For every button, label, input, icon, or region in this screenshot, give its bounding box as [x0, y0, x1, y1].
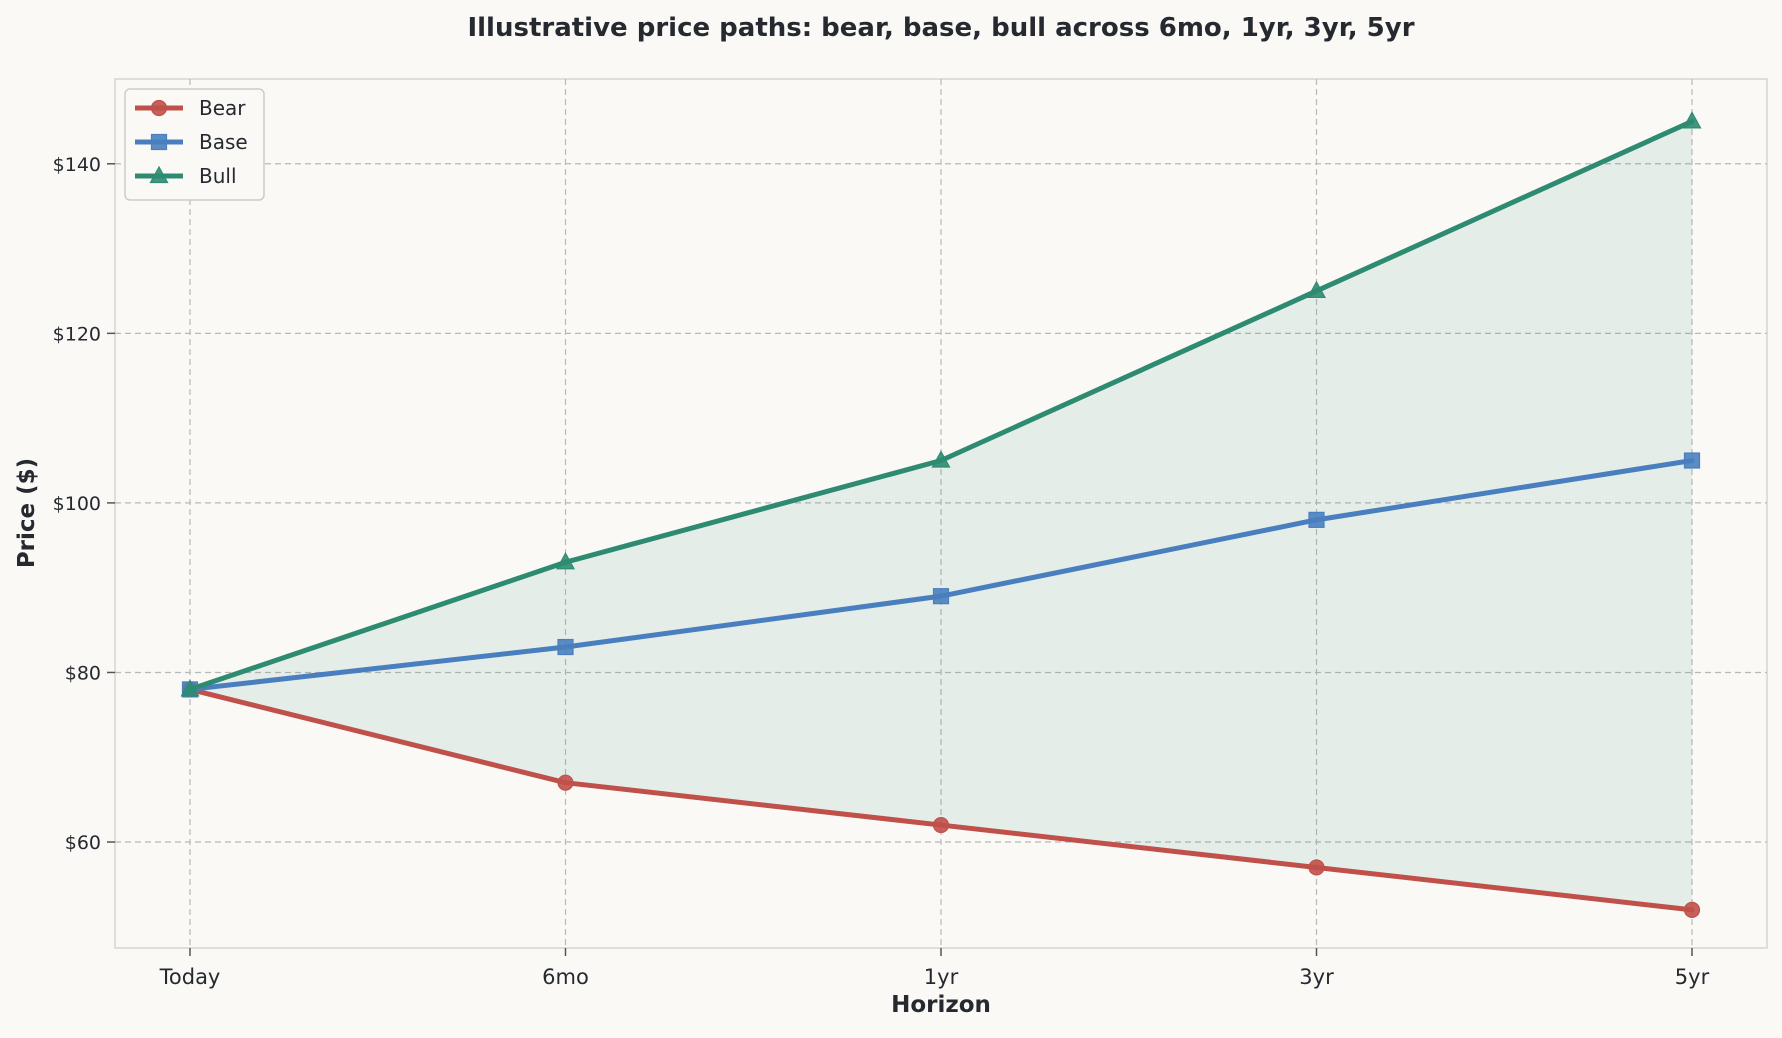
data-point-bull — [180, 679, 200, 697]
x-tick-label: 3yr — [1299, 965, 1334, 989]
y-tick-label: $80 — [65, 662, 101, 684]
y-axis-label: Price ($) — [14, 458, 40, 568]
data-point-bear — [557, 774, 574, 791]
legend: Bear Base Bull — [124, 88, 265, 201]
x-tick-label: Today — [159, 965, 221, 989]
grid-lines — [115, 79, 1767, 948]
legend-marker-base — [150, 133, 168, 151]
y-tick-label: $140 — [53, 154, 101, 176]
bear-bull-band — [190, 121, 1692, 910]
legend-item-bull: Bull — [135, 164, 237, 188]
x-axis-label: Horizon — [891, 992, 991, 1018]
legend-item-bear: Bear — [135, 96, 246, 120]
legend-label-base: Base — [199, 130, 248, 154]
scenario-band — [190, 121, 1692, 910]
series-bull — [180, 111, 1702, 697]
legend-label-bear: Bear — [199, 96, 246, 120]
x-axis-ticks: Today 6mo 1yr 3yr 5yr — [159, 948, 1710, 989]
data-point-bear — [932, 816, 950, 834]
series-lines — [180, 111, 1702, 918]
y-tick-label: $60 — [65, 832, 101, 854]
legend-label-bull: Bull — [199, 164, 237, 188]
data-point-bull — [555, 552, 576, 570]
y-tick-label: $120 — [53, 323, 101, 345]
data-point-base — [1308, 511, 1325, 528]
data-point-bear — [1308, 859, 1325, 876]
data-point-base — [932, 588, 950, 605]
chart-title: Illustrative price paths: bear, base, bu… — [467, 13, 1414, 43]
data-point-base — [557, 638, 574, 656]
data-point-bull — [1682, 111, 1702, 129]
data-point-bull — [931, 450, 951, 468]
y-axis-ticks: $60 $80 $100 $120 $140 — [53, 154, 115, 854]
legend-marker-bull — [149, 165, 169, 184]
data-point-bull — [1306, 280, 1327, 299]
y-tick-label: $100 — [53, 493, 101, 515]
legend-marker-bear — [150, 99, 168, 117]
x-tick-label: 5yr — [1675, 965, 1710, 989]
x-tick-label: 1yr — [924, 965, 959, 989]
legend-item-base: Base — [135, 130, 248, 154]
data-point-bear — [1683, 901, 1701, 918]
data-point-base — [1683, 452, 1701, 469]
x-tick-label: 6mo — [542, 965, 589, 989]
